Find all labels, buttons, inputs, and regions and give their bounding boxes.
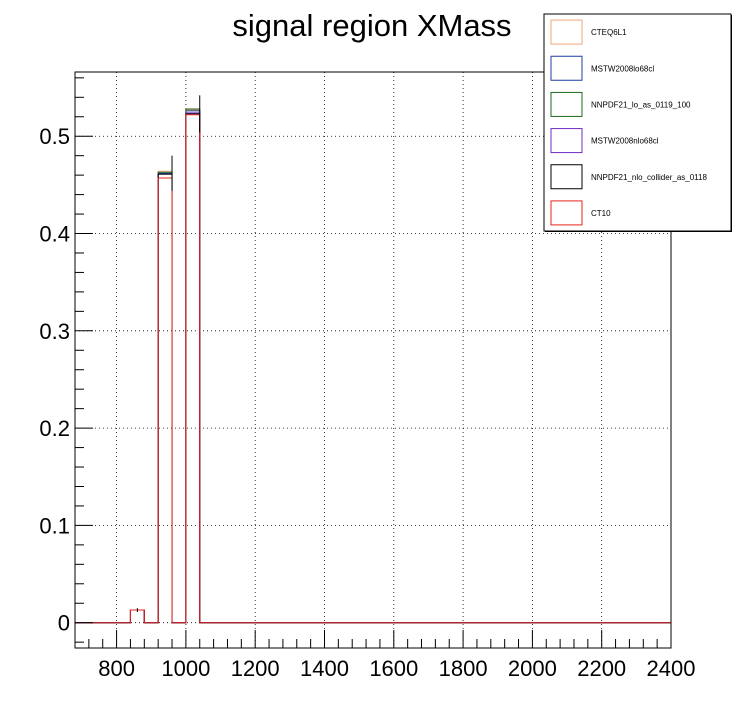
legend-swatch bbox=[550, 128, 583, 154]
chart-title: signal region XMass bbox=[232, 8, 511, 43]
y-tick-label: 0.2 bbox=[39, 416, 70, 441]
x-tick-label: 1600 bbox=[369, 656, 418, 681]
legend-entry-label: CTEQ6L1 bbox=[591, 28, 627, 37]
tick-labels: 800 1000 1200 1400 1600 1800 2000 2200 2400 0 0.1 0… bbox=[39, 124, 695, 681]
x-tick-label: 2000 bbox=[508, 656, 557, 681]
x-tick-label: 1400 bbox=[300, 656, 349, 681]
y-tick-label: 0.3 bbox=[39, 319, 70, 344]
legend-swatch bbox=[550, 55, 583, 81]
legend-swatch bbox=[550, 164, 583, 190]
legend-swatch bbox=[550, 91, 583, 117]
y-tick-label: 0 bbox=[58, 611, 70, 636]
axis-ticks bbox=[74, 77, 672, 648]
legend-swatch bbox=[550, 200, 583, 226]
y-tick-label: 0.4 bbox=[39, 222, 70, 247]
legend-swatch bbox=[550, 19, 583, 45]
x-tick-label: 800 bbox=[98, 656, 135, 681]
y-tick-label: 0.5 bbox=[39, 124, 70, 149]
x-tick-label: 2400 bbox=[647, 656, 696, 681]
legend-entry-label: NNPDF21_nlo_collider_as_0118 bbox=[591, 173, 707, 182]
histogram-series bbox=[75, 108, 671, 624]
x-tick-label: 1800 bbox=[439, 656, 488, 681]
legend-entry-label: MSTW2008lo68cl bbox=[591, 64, 654, 73]
x-tick-label: 1000 bbox=[161, 656, 210, 681]
y-tick-label: 0.1 bbox=[39, 513, 70, 538]
series-ct10 bbox=[75, 114, 671, 624]
legend-box bbox=[543, 13, 732, 232]
legend-entry-label: CT10 bbox=[591, 209, 611, 218]
plot-frame bbox=[74, 71, 672, 649]
x-tick-label: 1200 bbox=[231, 656, 280, 681]
legend-entry-label: NNPDF21_lo_as_0119_100 bbox=[591, 100, 691, 109]
legend-entry-label: MSTW2008nlo68cl bbox=[591, 137, 659, 146]
error-bars bbox=[136, 95, 201, 612]
legend: CTEQ6L1 MSTW2008lo68cl NNPDF21_lo_as_0119_… bbox=[543, 13, 732, 232]
x-tick-label: 2200 bbox=[577, 656, 626, 681]
